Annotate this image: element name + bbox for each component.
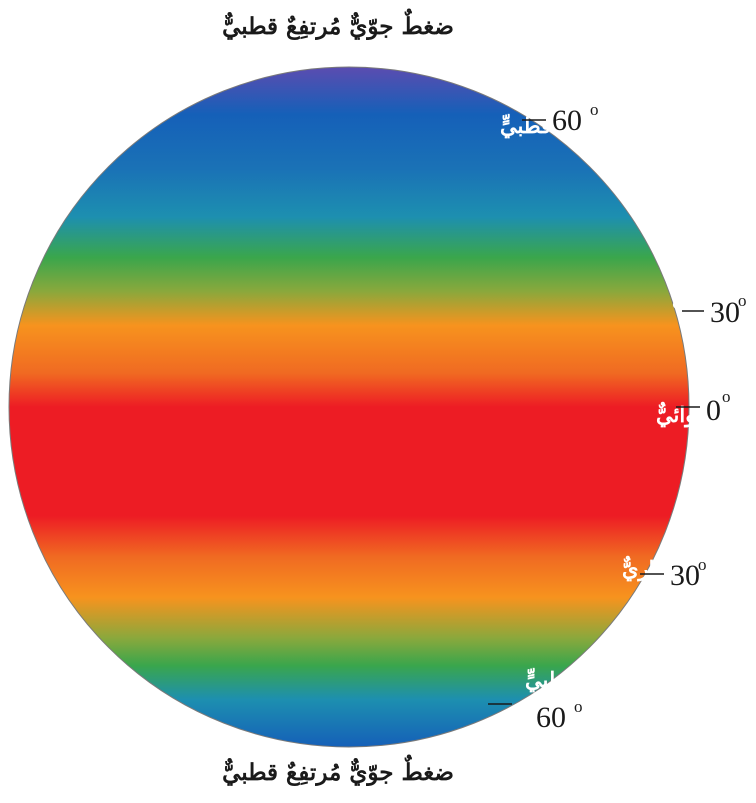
earth-globe [8, 66, 690, 748]
south-polar-high-label: ضغطٌ جوّيٌّ مُرتفِعٌ قطبيٌّ [222, 754, 454, 787]
latitude-30s-degree: o [698, 555, 707, 574]
north-polar-high-label: ضغطٌ جوّيٌّ مُرتفِعٌ قطبيٌّ [222, 8, 454, 41]
latitude-30n-value: 30 [710, 296, 740, 329]
equatorial-low-label: ضغطٌ جوّيٌّ مُنخفِضٌ استوائيٌّ [656, 398, 756, 428]
equator-value: 0 [706, 394, 721, 427]
latitude-60n-degree: o [590, 100, 599, 119]
north-subpolar-low-label: ضغطٌ جوّيٌّ مُنخفِضٌ شبهُ قطبيٍّ [500, 109, 756, 139]
north-tropical-high-label: ضغطٌ جوّيٌّ مُرتفِعٌ مداريٌّ [672, 282, 756, 312]
latitude-60s-degree: o [574, 697, 583, 716]
south-tropical-high-label: ضغطٌ جوّيٌّ مُرتفِعٌ مداريٌّ [622, 552, 756, 582]
latitude-30s-value: 30 [670, 559, 700, 592]
latitude-60s-value: 60 [536, 701, 566, 734]
equator-degree: o [722, 387, 731, 406]
latitude-60n-value: 60 [552, 104, 582, 137]
latitude-30n-degree: o [738, 291, 747, 310]
south-subpolar-low-label: ضغطٌ جوّيٌّ مُنخفِضٌ شبهُ قطبيٍّ [525, 663, 756, 693]
